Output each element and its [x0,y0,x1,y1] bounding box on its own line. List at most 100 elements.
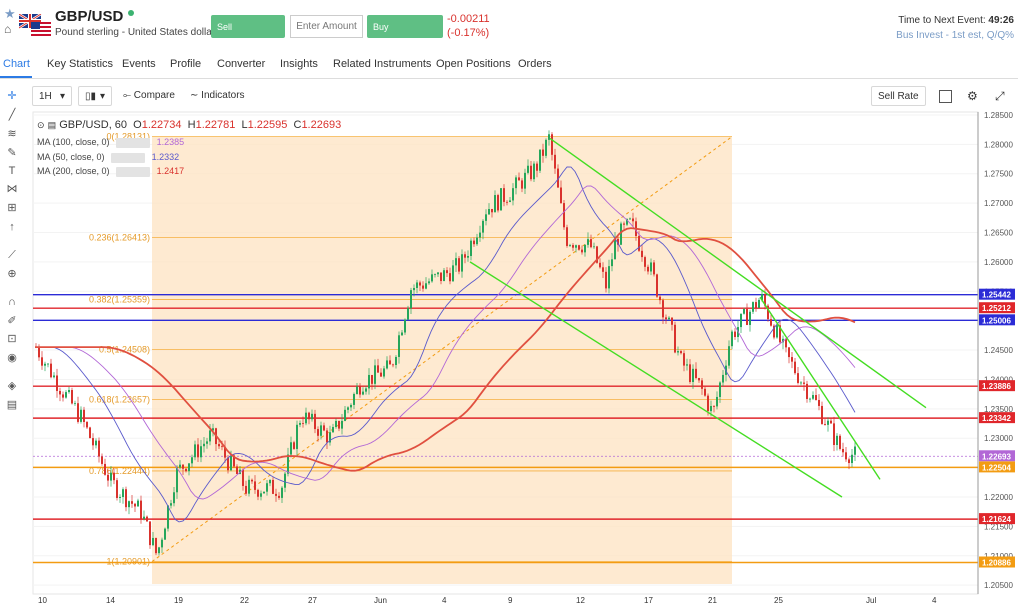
ruler-icon[interactable]: ⊞ [7,202,17,214]
legend-toggle-icon[interactable]: ⊙ [37,120,45,130]
candle-body [743,309,745,314]
candle-body [605,271,607,289]
indicators-button[interactable]: ∼ Indicators [190,86,245,106]
candle-body [623,223,625,225]
ma50-controls[interactable] [111,152,146,163]
lock-icon[interactable]: ⊡ [7,333,17,345]
next-event-link[interactable]: Bus Invest - 1st est, Q/Q% [896,30,1014,41]
candle-body [818,400,820,406]
compare-button[interactable]: ⟜ Compare [123,86,175,106]
drawing-tools: ✛ ╱ ≋ ✎ T ⋈ ⊞ ↑ ⟋ ⊕ ∩ ✐ ⊡ ◉ ◈ ▤ [0,86,24,416]
candle-body [683,353,685,366]
candle-body [767,305,769,320]
candle-body [368,374,370,389]
tab-profile[interactable]: Profile [170,58,202,70]
candle-body [383,368,385,377]
eye-icon[interactable]: ◉ [7,352,17,364]
arrow-icon[interactable]: ↑ [9,221,15,233]
text-icon[interactable]: T [8,165,16,177]
y-tick-label: 1.21000 [984,552,1013,561]
candle-body [128,501,130,508]
tab-key-statistics[interactable]: Key Statistics [47,58,114,70]
candle-body [92,438,94,446]
trend-channel-upper [549,137,927,409]
fib-level-label: 0.618(1.23657) [89,395,150,405]
brush-icon[interactable]: ✎ [7,147,17,159]
magnet-icon[interactable]: ∩ [8,296,16,308]
candle-body [698,378,700,381]
trash-icon[interactable]: ▤ [6,399,18,411]
candle-body [194,444,196,458]
candle-body [497,195,499,211]
tab-insights[interactable]: Insights [280,58,318,70]
measure-icon[interactable]: ⟋ [8,249,16,261]
candle-body [458,258,460,272]
up-arrow-icon: ↑ [217,43,223,57]
candle-body [74,403,76,405]
tab-chart[interactable]: Chart [3,58,30,70]
candle-body [395,356,397,365]
candle-body [755,302,757,308]
candle-body [665,317,667,320]
fib-level-label: 1(1.20901) [106,557,150,567]
buy-button[interactable]: Buy ↑1.22703 [367,15,443,57]
chart-type-select[interactable]: ▯▮ ▾ [78,86,112,106]
tab-events[interactable]: Events [122,58,156,70]
expand-icon[interactable]: ⤢ [995,89,1005,103]
trend-line-icon[interactable]: ╱ [8,109,16,121]
sell-label: Sell [217,22,233,32]
candle-body [272,479,274,494]
candle-body [221,446,223,448]
candle-body [356,386,358,394]
candle-body [761,294,763,300]
price-tag [979,461,1015,473]
candle-body [800,382,802,384]
zoom-icon[interactable]: ⊕ [7,268,17,280]
lock-draw-icon[interactable]: ✐ [7,315,17,327]
alert-tag-icon[interactable]: ⌂ [4,22,12,36]
candle-body [317,429,319,436]
tab-converter[interactable]: Converter [217,58,266,70]
candle-body [266,483,268,492]
watchlist-star-icon[interactable]: ★ [4,6,16,21]
ma100-controls[interactable] [116,137,151,148]
crosshair-icon[interactable]: ✛ [7,90,17,102]
sell-button[interactable]: Sell ↑1.22693 [211,15,285,57]
candle-body [836,435,838,446]
ma200-controls[interactable] [116,166,151,177]
amount-input[interactable]: Enter Amount [290,15,363,38]
fib-icon[interactable]: ≋ [7,128,17,140]
candle-body [338,420,340,429]
fib-level-label: 0.786(1.22444) [89,466,150,476]
compare-label: Compare [133,90,175,101]
y-tick-label: 1.24500 [984,346,1013,355]
candle-body [122,489,124,497]
high-value: 1.22781 [195,119,236,131]
x-tick-label: Jul [866,596,876,605]
x-tick-label: 12 [576,596,585,605]
candle-body [158,547,160,554]
x-tick-label: 17 [644,596,653,605]
candle-body [398,335,400,357]
settings-gear-icon[interactable]: ⚙ [967,89,978,103]
pattern-icon[interactable]: ⋈ [6,183,18,195]
candle-body [566,227,568,246]
candle-body [563,203,565,228]
candle-body [377,365,379,373]
candle-body [263,491,265,494]
candle-body [218,444,220,447]
price-tag [979,412,1015,424]
tab-related-instruments[interactable]: Related Instruments [333,58,432,70]
candle-body [596,246,598,263]
layers-icon[interactable]: ◈ [7,380,17,392]
fib-region [152,136,732,584]
tab-open-positions[interactable]: Open Positions [436,58,511,70]
fullscreen-box-icon[interactable] [939,90,952,103]
tab-orders[interactable]: Orders [518,58,552,70]
price-tag-label: 1.22504 [982,463,1011,472]
candle-body [62,394,64,398]
interval-select[interactable]: 1H ▾ [32,86,72,106]
candle-body [662,300,664,318]
price-tag [979,288,1015,300]
